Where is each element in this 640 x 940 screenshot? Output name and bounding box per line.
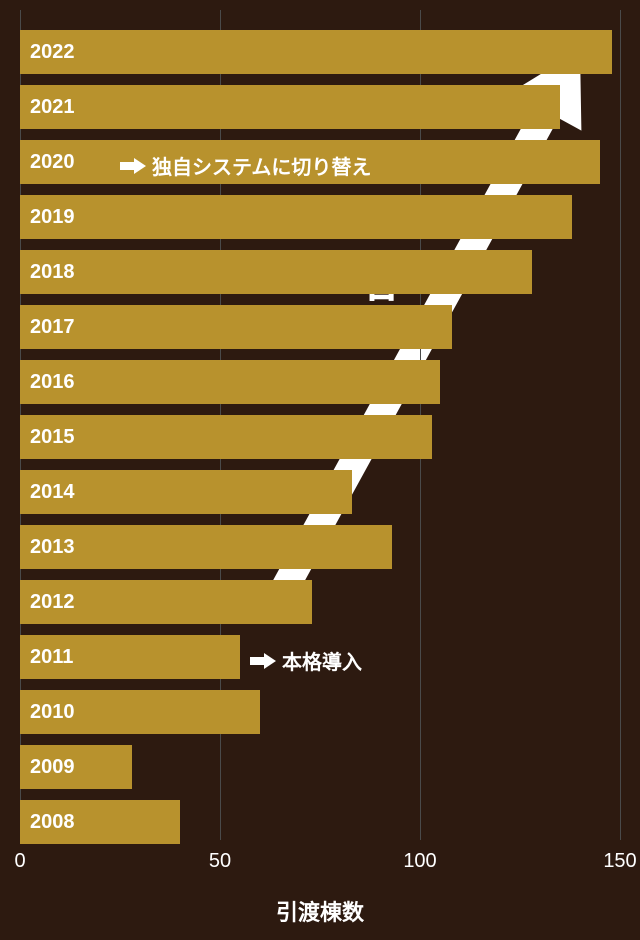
annotation-1: 本格導入	[250, 646, 362, 675]
arrow-right-icon	[250, 654, 276, 668]
x-tick-label: 50	[209, 850, 231, 873]
chart-container: 増 20222021202020192018201720162015201420…	[0, 0, 640, 940]
annotation-text: 本格導入	[282, 646, 362, 675]
bar-label: 2018	[20, 261, 75, 284]
gridline	[620, 10, 621, 840]
bar-2015: 2015	[20, 415, 432, 459]
x-tick-label: 150	[603, 850, 636, 873]
bar-label: 2020	[20, 151, 75, 174]
bar-2013: 2013	[20, 525, 392, 569]
bar-label: 2014	[20, 481, 75, 504]
x-tick-label: 0	[14, 850, 25, 873]
arrow-right-icon	[120, 159, 146, 173]
bar-label: 2022	[20, 41, 75, 64]
bar-label: 2009	[20, 756, 75, 779]
bar-2011: 2011	[20, 635, 240, 679]
bar-2016: 2016	[20, 360, 440, 404]
x-tick-label: 100	[403, 850, 436, 873]
bar-2019: 2019	[20, 195, 572, 239]
bar-label: 2017	[20, 316, 75, 339]
bar-label: 2008	[20, 811, 75, 834]
bar-label: 2021	[20, 96, 75, 119]
bar-label: 2010	[20, 701, 75, 724]
bar-label: 2012	[20, 591, 75, 614]
bar-2018: 2018	[20, 250, 532, 294]
plot-area: 増 20222021202020192018201720162015201420…	[20, 10, 620, 840]
bar-label: 2019	[20, 206, 75, 229]
bar-2009: 2009	[20, 745, 132, 789]
annotation-0: 独自システムに切り替え	[120, 151, 371, 180]
bar-label: 2015	[20, 426, 75, 449]
bar-2012: 2012	[20, 580, 312, 624]
x-axis-title: 引渡棟数	[276, 895, 364, 927]
bar-label: 2013	[20, 536, 75, 559]
bar-2010: 2010	[20, 690, 260, 734]
bar-2014: 2014	[20, 470, 352, 514]
bar-2021: 2021	[20, 85, 560, 129]
bar-2022: 2022	[20, 30, 612, 74]
annotation-text: 独自システムに切り替え	[152, 151, 371, 180]
bar-label: 2016	[20, 371, 75, 394]
bar-2008: 2008	[20, 800, 180, 844]
bar-2017: 2017	[20, 305, 452, 349]
bar-label: 2011	[20, 646, 73, 669]
